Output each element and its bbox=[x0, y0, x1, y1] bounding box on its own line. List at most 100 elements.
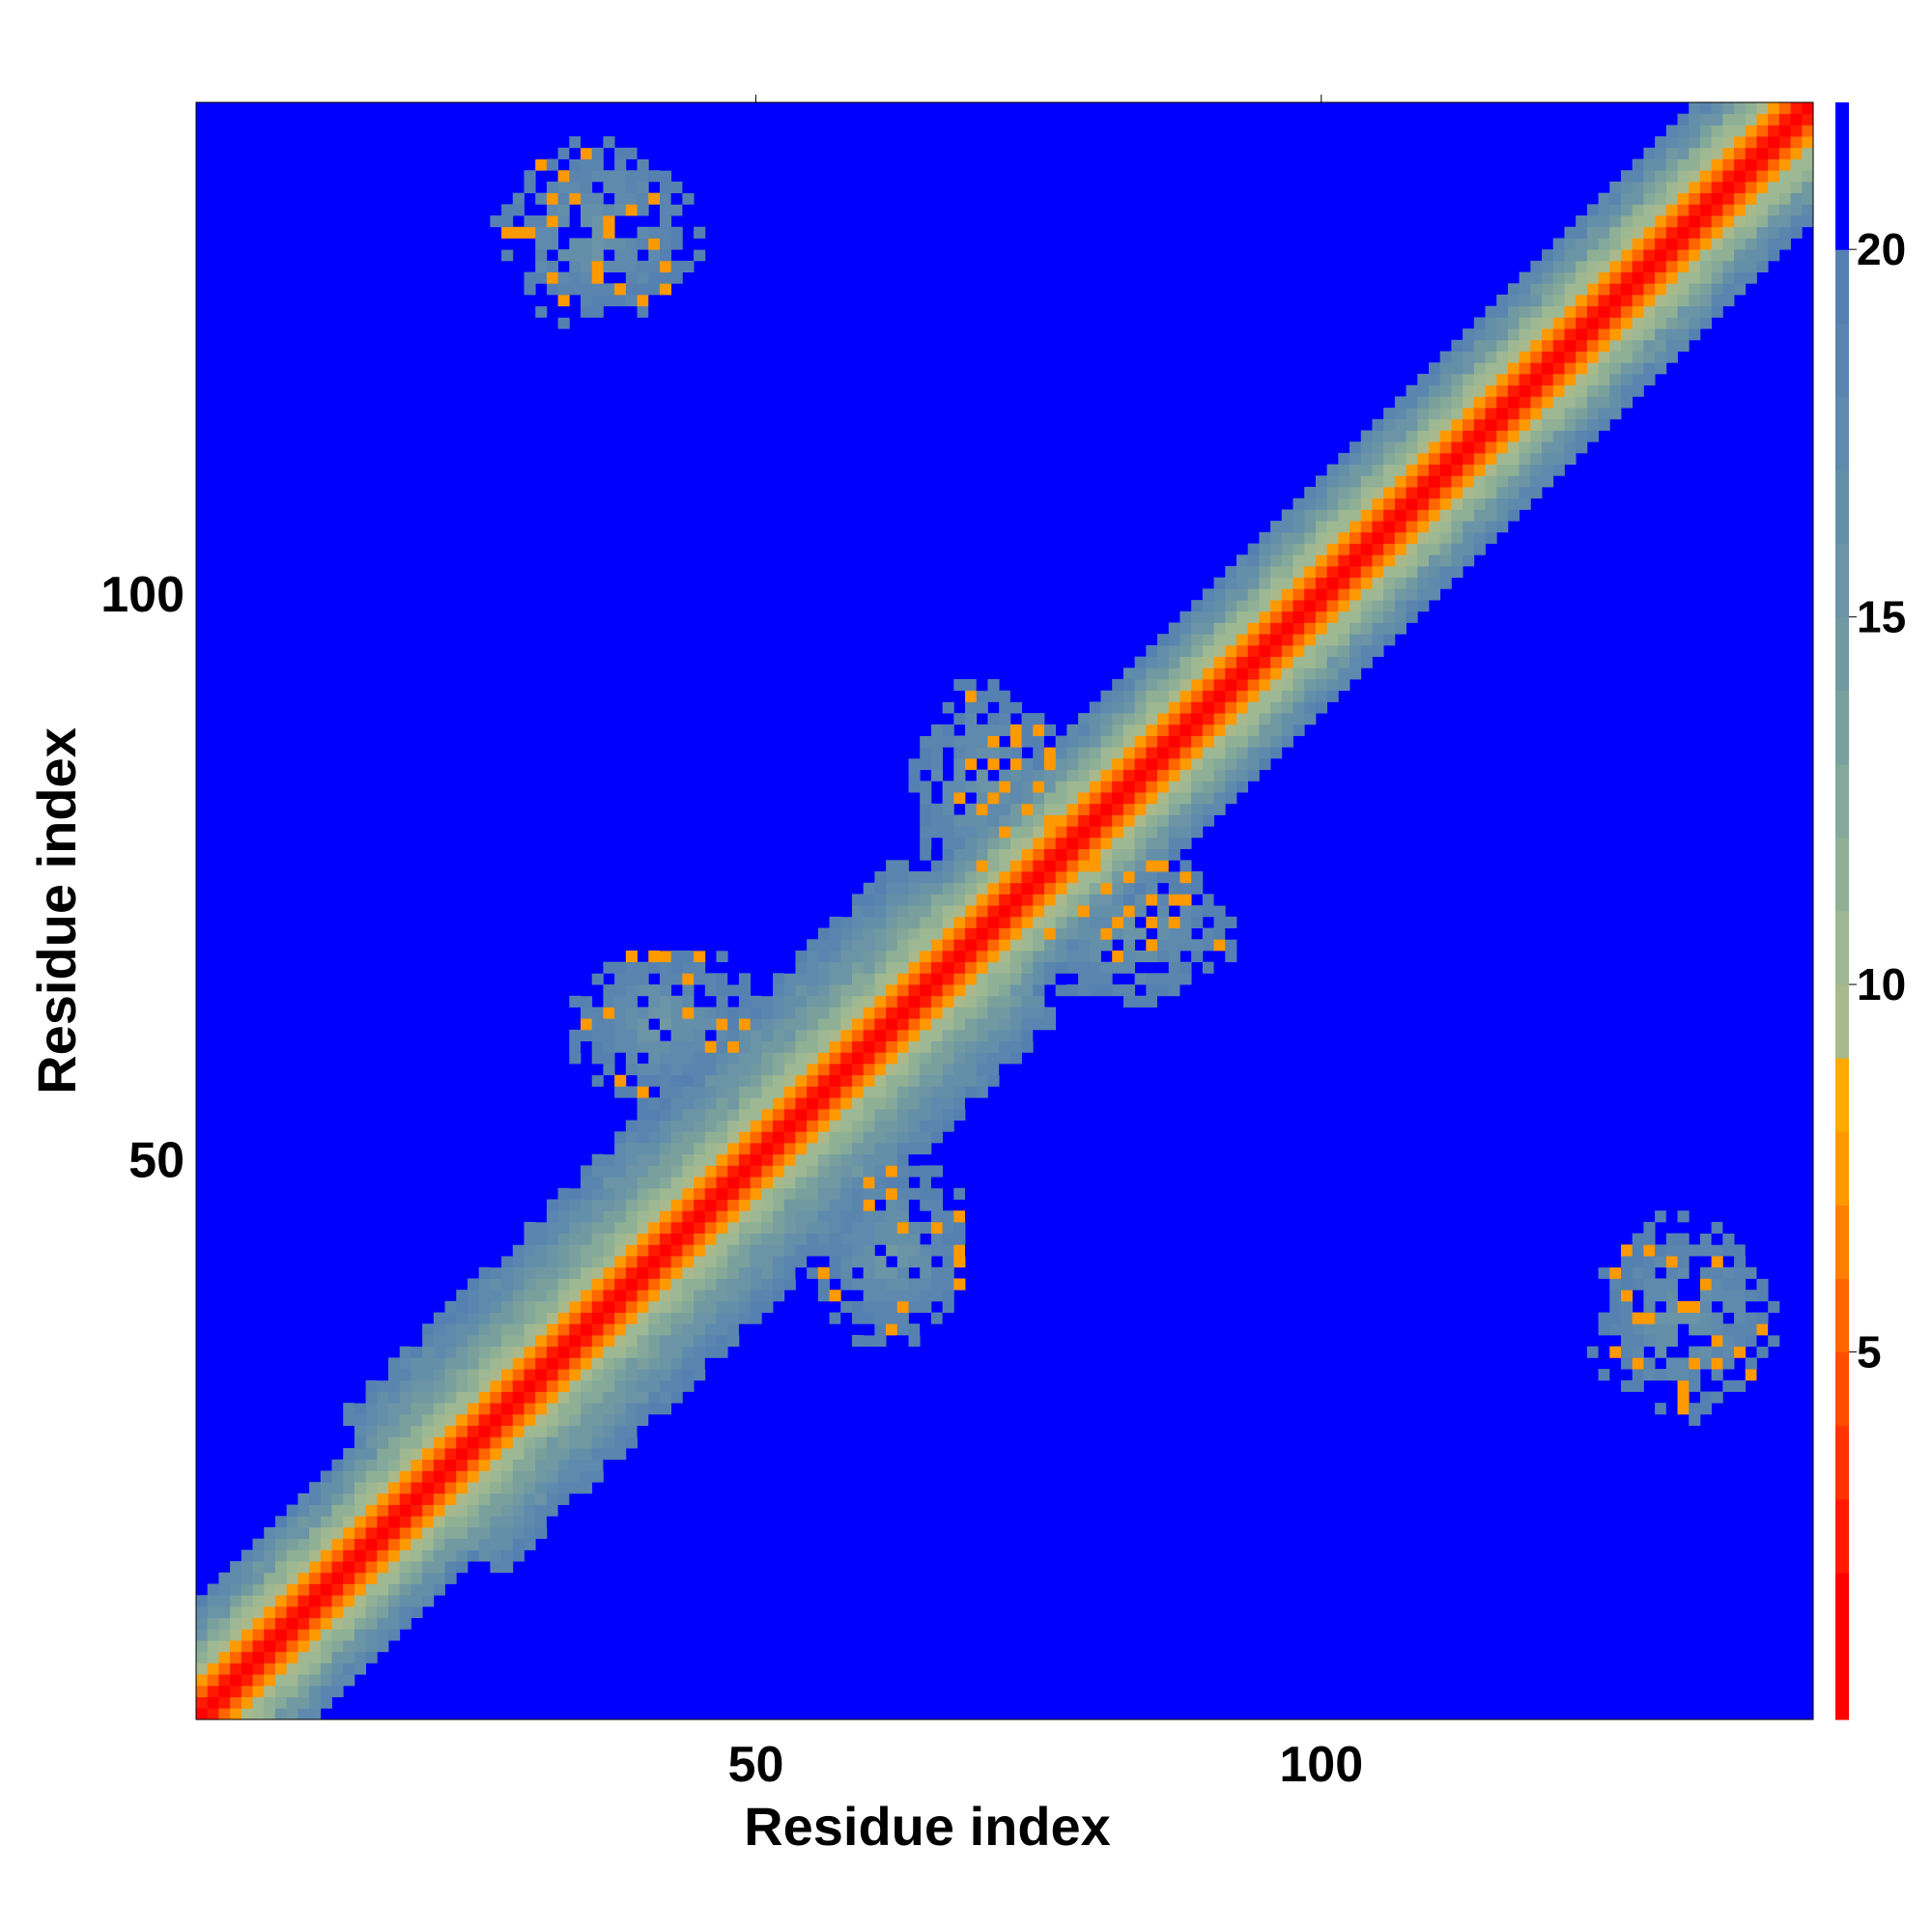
heatmap-cell bbox=[581, 1425, 593, 1437]
heatmap-cell bbox=[546, 260, 559, 272]
heatmap-cell bbox=[1643, 170, 1656, 183]
heatmap-cell bbox=[1711, 215, 1723, 228]
heatmap-cell bbox=[965, 882, 978, 895]
heatmap-cell bbox=[591, 1323, 604, 1336]
heatmap-cell bbox=[659, 973, 672, 985]
heatmap-cell bbox=[704, 1199, 717, 1211]
heatmap-cell bbox=[863, 1052, 875, 1065]
heatmap-cell bbox=[252, 1605, 265, 1619]
heatmap-cell bbox=[524, 1369, 536, 1381]
heatmap-cell bbox=[1372, 521, 1384, 533]
heatmap-cell bbox=[908, 1256, 921, 1268]
heatmap-cell bbox=[920, 1300, 932, 1313]
heatmap-cell bbox=[840, 1086, 853, 1098]
heatmap-cell bbox=[1632, 295, 1644, 307]
heatmap-cell bbox=[1722, 238, 1735, 250]
heatmap-cell bbox=[286, 1526, 298, 1540]
heatmap-cell bbox=[1463, 408, 1475, 420]
heatmap-cell bbox=[581, 204, 593, 216]
heatmap-cell bbox=[1247, 713, 1260, 725]
heatmap-cell bbox=[501, 1391, 514, 1404]
heatmap-cell bbox=[1768, 102, 1780, 115]
heatmap-cell bbox=[1315, 656, 1328, 668]
heatmap-cell bbox=[999, 927, 1011, 940]
heatmap-cell bbox=[1179, 905, 1192, 918]
heatmap-cell bbox=[829, 1052, 841, 1065]
heatmap-cell bbox=[874, 1074, 887, 1087]
heatmap-cell bbox=[614, 158, 627, 171]
heatmap-cell bbox=[309, 1516, 322, 1528]
heatmap-cell bbox=[377, 1436, 389, 1449]
heatmap-cell bbox=[896, 1323, 909, 1336]
heatmap-cell bbox=[343, 1629, 355, 1641]
heatmap-cell bbox=[942, 814, 954, 827]
heatmap-cell bbox=[411, 1492, 423, 1505]
heatmap-cell bbox=[1507, 441, 1520, 454]
heatmap-cell bbox=[1722, 113, 1735, 126]
heatmap-cell bbox=[1643, 351, 1656, 363]
heatmap-cell bbox=[1270, 521, 1283, 533]
heatmap-cell bbox=[807, 1142, 819, 1155]
heatmap-cell bbox=[557, 1346, 570, 1358]
heatmap-cell bbox=[807, 1120, 819, 1132]
heatmap-cell bbox=[1530, 295, 1543, 307]
heatmap-cell bbox=[218, 1696, 231, 1709]
heatmap-cell bbox=[1033, 882, 1045, 895]
heatmap-cell bbox=[807, 1233, 819, 1245]
heatmap-cell bbox=[264, 1651, 276, 1663]
heatmap-cell bbox=[682, 1040, 695, 1053]
heatmap-cell bbox=[1632, 384, 1644, 397]
heatmap-cell bbox=[682, 1074, 695, 1087]
heatmap-cell bbox=[1734, 1379, 1747, 1392]
heatmap-cell bbox=[422, 1538, 435, 1550]
heatmap-cell bbox=[896, 1165, 909, 1178]
heatmap-cell bbox=[1225, 656, 1237, 668]
heatmap-cell bbox=[930, 871, 944, 884]
heatmap-cell bbox=[670, 1040, 683, 1053]
heatmap-cell bbox=[694, 1177, 706, 1189]
heatmap-cell bbox=[896, 905, 909, 918]
heatmap-cell bbox=[987, 950, 1000, 963]
heatmap-cell bbox=[976, 973, 988, 985]
heatmap-cell bbox=[874, 1018, 887, 1031]
heatmap-cell bbox=[908, 1108, 921, 1121]
heatmap-cell bbox=[783, 1199, 796, 1211]
heatmap-cell bbox=[591, 1403, 604, 1415]
heatmap-cell bbox=[524, 1290, 536, 1302]
heatmap-cell bbox=[625, 1153, 638, 1166]
heatmap-cell bbox=[218, 1651, 231, 1663]
heatmap-cell bbox=[1078, 826, 1091, 838]
heatmap-cell bbox=[727, 1233, 740, 1245]
heatmap-cell bbox=[241, 1629, 253, 1641]
heatmap-cell bbox=[354, 1448, 366, 1461]
heatmap-cell bbox=[694, 973, 706, 985]
heatmap-cell bbox=[1677, 1233, 1690, 1245]
heatmap-cell bbox=[829, 1007, 841, 1019]
heatmap-cell bbox=[1112, 735, 1124, 748]
heatmap-cell bbox=[603, 136, 615, 149]
heatmap-cell bbox=[716, 1177, 728, 1189]
heatmap-cell bbox=[1168, 984, 1180, 997]
heatmap-cell bbox=[535, 1425, 548, 1437]
heatmap-cell bbox=[896, 1131, 909, 1144]
heatmap-cell bbox=[1157, 757, 1170, 771]
heatmap-cell bbox=[1665, 1210, 1678, 1223]
heatmap-cell bbox=[388, 1357, 401, 1370]
heatmap-cell bbox=[694, 1120, 706, 1132]
heatmap-cell bbox=[1632, 362, 1644, 375]
heatmap-cell bbox=[1383, 577, 1396, 589]
heatmap-cell bbox=[252, 1662, 265, 1675]
heatmap-cell bbox=[433, 1561, 445, 1574]
heatmap-cell bbox=[1699, 1346, 1713, 1358]
heatmap-cell bbox=[1043, 803, 1057, 815]
heatmap-cell bbox=[670, 1199, 683, 1211]
heatmap-cell bbox=[1078, 927, 1091, 940]
heatmap-cell bbox=[365, 1629, 378, 1641]
heatmap-cell bbox=[908, 1052, 921, 1065]
heatmap-cell bbox=[1021, 826, 1034, 838]
heatmap-cell bbox=[1179, 769, 1192, 781]
heatmap-cell bbox=[1439, 531, 1452, 544]
heatmap-cell bbox=[874, 1177, 887, 1189]
heatmap-cell bbox=[874, 1221, 887, 1235]
heatmap-cell bbox=[896, 1064, 909, 1076]
